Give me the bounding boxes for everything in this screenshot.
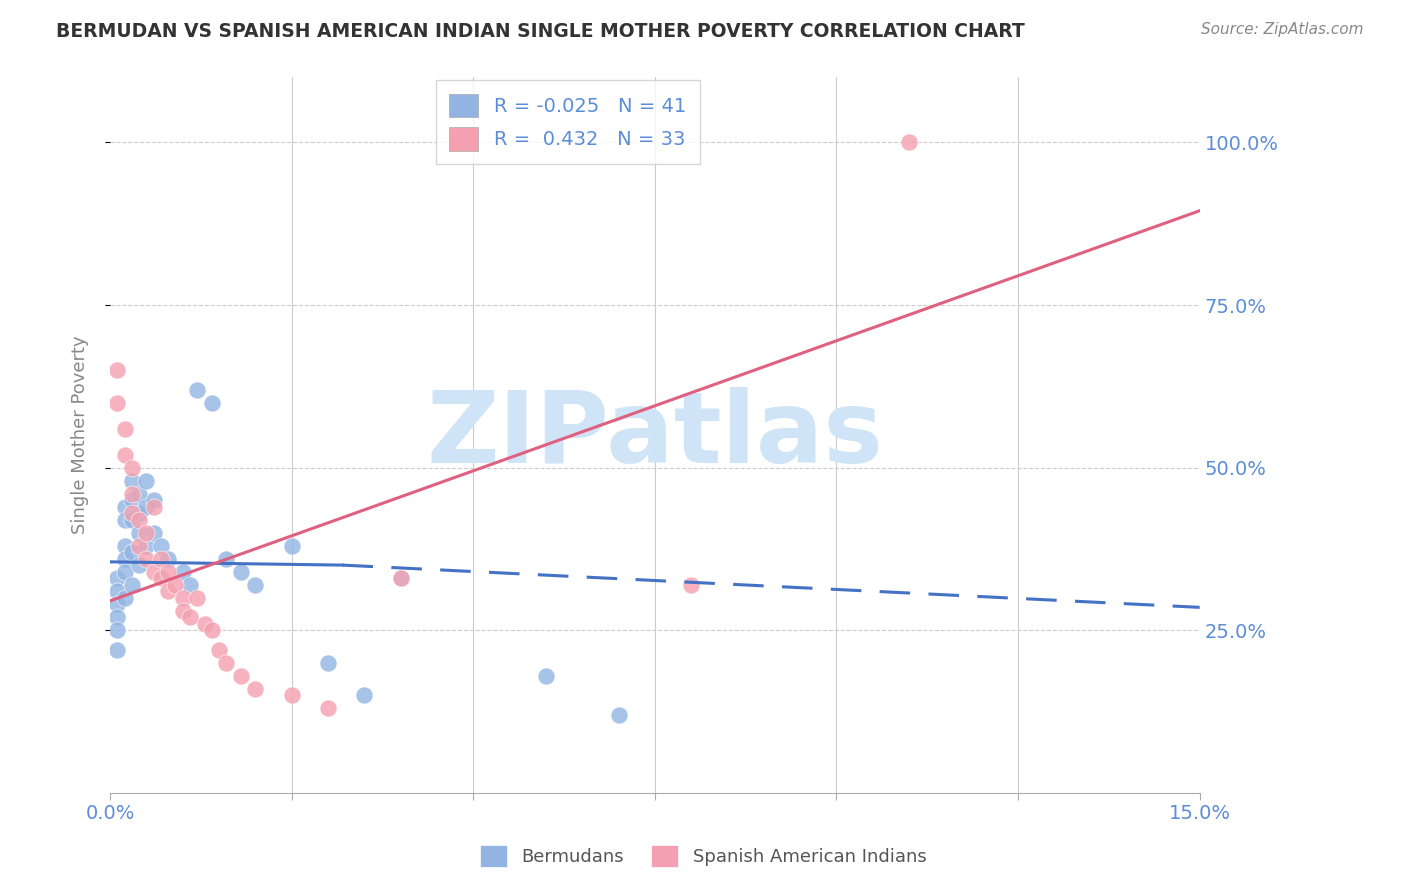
Point [105, 597, 128, 611]
Point [898, 136, 921, 150]
Point [157, 551, 180, 566]
Point [193, 616, 215, 631]
Point [201, 623, 224, 637]
Point [121, 577, 143, 591]
Point [105, 571, 128, 585]
Point [121, 460, 143, 475]
Point [229, 668, 252, 682]
Point [389, 571, 412, 585]
Point [114, 551, 136, 566]
Point [114, 421, 136, 435]
Point [135, 539, 157, 553]
Point [149, 539, 172, 553]
Point [681, 577, 703, 591]
Point [121, 506, 143, 520]
Point [135, 500, 157, 514]
Point [114, 591, 136, 605]
Point [186, 383, 208, 397]
Point [105, 584, 128, 599]
Point [128, 512, 150, 526]
Point [114, 565, 136, 579]
Point [114, 448, 136, 462]
Point [114, 539, 136, 553]
Point [157, 565, 180, 579]
Text: ZIPatlas: ZIPatlas [426, 386, 883, 483]
Point [245, 577, 267, 591]
Point [128, 539, 150, 553]
Point [534, 668, 557, 682]
Point [135, 474, 157, 488]
Point [607, 707, 630, 722]
Point [165, 577, 187, 591]
Point [128, 525, 150, 540]
Point [280, 688, 302, 702]
Point [245, 681, 267, 696]
Point [186, 591, 208, 605]
Point [215, 551, 238, 566]
Point [179, 577, 201, 591]
Point [353, 688, 375, 702]
Point [121, 493, 143, 508]
Point [105, 623, 128, 637]
Point [208, 642, 231, 657]
Point [389, 571, 412, 585]
Point [201, 395, 224, 409]
Point [105, 610, 128, 624]
Point [215, 656, 238, 670]
Point [172, 565, 194, 579]
Point [316, 701, 339, 715]
Point [157, 584, 180, 599]
Point [121, 512, 143, 526]
Y-axis label: Single Mother Poverty: Single Mother Poverty [72, 335, 89, 534]
Point [142, 525, 165, 540]
Point [114, 512, 136, 526]
Point [114, 500, 136, 514]
Point [128, 506, 150, 520]
Point [142, 493, 165, 508]
Legend: R = -0.025   N = 41, R =  0.432   N = 33: R = -0.025 N = 41, R = 0.432 N = 33 [436, 80, 700, 164]
Point [128, 486, 150, 500]
Legend: Bermudans, Spanish American Indians: Bermudans, Spanish American Indians [472, 838, 934, 874]
Point [229, 565, 252, 579]
Point [142, 500, 165, 514]
Point [179, 610, 201, 624]
Point [142, 565, 165, 579]
Point [121, 474, 143, 488]
Point [280, 539, 302, 553]
Point [172, 591, 194, 605]
Point [316, 656, 339, 670]
Point [121, 486, 143, 500]
Point [149, 571, 172, 585]
Point [135, 525, 157, 540]
Point [149, 551, 172, 566]
Point [128, 558, 150, 573]
Point [105, 642, 128, 657]
Text: BERMUDAN VS SPANISH AMERICAN INDIAN SINGLE MOTHER POVERTY CORRELATION CHART: BERMUDAN VS SPANISH AMERICAN INDIAN SING… [56, 22, 1025, 41]
Text: Source: ZipAtlas.com: Source: ZipAtlas.com [1201, 22, 1364, 37]
Point [172, 604, 194, 618]
Point [105, 395, 128, 409]
Point [105, 363, 128, 377]
Point [135, 551, 157, 566]
Point [121, 545, 143, 559]
